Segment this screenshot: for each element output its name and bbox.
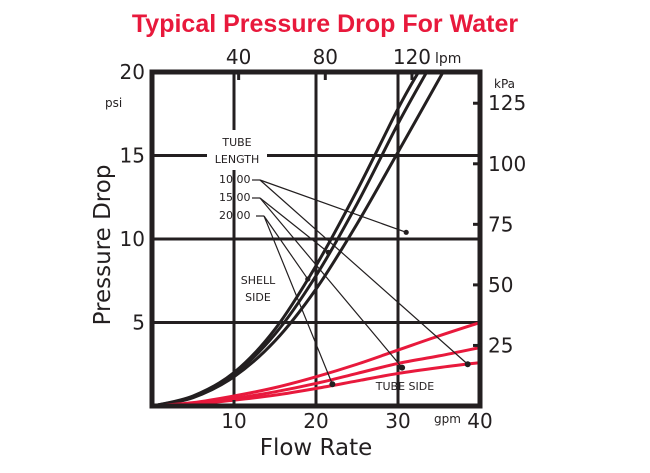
grid [152,72,480,406]
y-axis-ticks: 5 10 15 20 [120,60,145,335]
top-axis-ticks: 40 80 120 [226,45,431,80]
right-tick-label: 25 [488,333,513,357]
y-axis-title: Pressure Drop [90,165,116,326]
curves [152,72,480,406]
leader-dot-tube [329,381,336,388]
y-tick-label: 15 [120,144,145,168]
leader-line-shell [263,215,309,280]
series-tube-20-00 [152,361,480,406]
x-tick-label: 20 [303,409,328,433]
x-axis-title: Flow Rate [260,435,373,461]
legend-title-length: LENGTH [215,153,259,166]
leader-line-tube [259,197,403,368]
x-tick-label: 10 [221,409,246,433]
x-unit-label: gpm [434,412,461,426]
y-tick-label: 20 [120,60,145,84]
legend-title-tube: TUBE [221,136,251,149]
leader-line-shell [259,197,329,253]
legend-label-20: 20.00 [219,209,251,222]
x-axis-ticks: 10 20 30 40 [221,400,493,433]
top-tick-label: 40 [226,45,251,69]
right-tick-label: 75 [488,212,513,236]
right-axis-ticks: 25 50 75 100 125 [473,91,526,357]
leader-line-tube [259,179,469,365]
leader-dot-tube [399,364,406,371]
series-shell-20-00 [152,72,445,406]
leader-dot-shell [403,229,409,235]
x-tick-label: 30 [385,409,410,433]
y-tick-label: 10 [120,227,145,251]
top-unit-label: lpm [435,51,461,67]
leader-lines [252,179,471,388]
leader-dot-tube [464,361,471,368]
top-tick-label: 120 [393,45,431,69]
right-tick-label: 100 [488,152,526,176]
leader-dot-shell [325,249,331,255]
top-tick-label: 80 [313,45,338,69]
tube-side-label: TUBE SIDE [375,380,434,393]
legend-label-10: 10.00 [219,173,251,186]
x-tick-label: 40 [467,409,492,433]
right-tick-label: 125 [488,91,526,115]
leader-line-shell [259,179,407,233]
shell-side-label-2: SIDE [245,291,271,304]
right-tick-label: 50 [488,273,513,297]
chart-title: Typical Pressure Drop For Water [132,10,518,38]
leader-line-tube [263,215,333,385]
y-tick-label: 5 [132,311,145,335]
tube-length-legend: TUBE LENGTH 10.00 15.00 20.00 [207,130,267,222]
legend-backdrop [207,130,267,170]
leader-dot-shell [305,276,311,282]
right-unit-label: kPa [494,77,515,91]
legend-label-15: 15.00 [219,191,251,204]
y-unit-label: psi [105,96,122,110]
shell-side-label-1: SHELL [241,274,276,287]
